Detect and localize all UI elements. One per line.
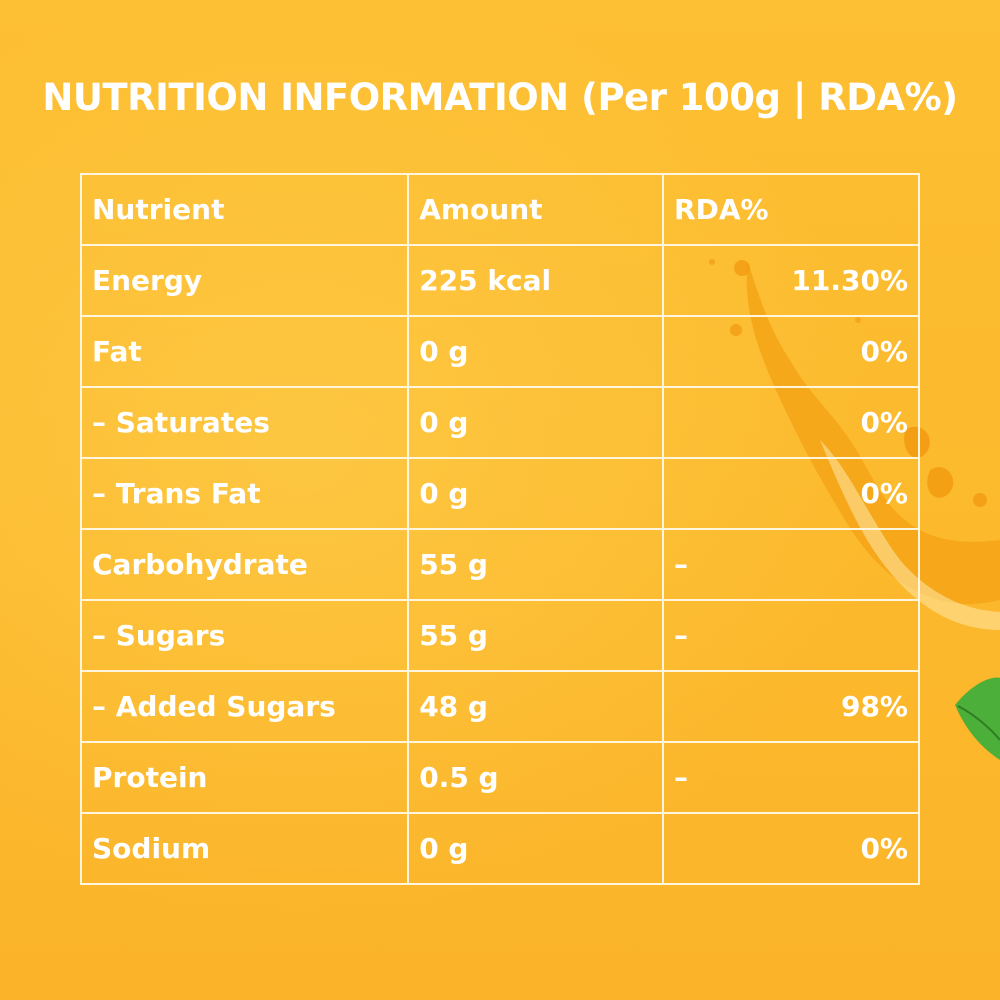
leaf-vein (957, 705, 1000, 741)
amount-cell: 55 g (407, 528, 665, 601)
table-row: Sodium 0 g 0% (79, 812, 920, 885)
page-title: NUTRITION INFORMATION (Per 100g | RDA%) (42, 76, 958, 119)
amount-cell: 0 g (407, 386, 665, 459)
nutrient-cell: Protein (79, 741, 410, 814)
header-rda: RDA% (662, 173, 920, 246)
amount-cell: 0 g (407, 457, 665, 530)
amount-cell: 225 kcal (407, 244, 665, 317)
table-row: – Saturates 0 g 0% (79, 386, 920, 459)
header-amount: Amount (407, 173, 665, 246)
table-row: – Sugars 55 g – (79, 599, 920, 672)
nutrient-cell: Sodium (79, 812, 410, 885)
nutrient-cell: – Sugars (79, 599, 410, 672)
table-row: Fat 0 g 0% (79, 315, 920, 388)
nutrient-cell: Fat (79, 315, 410, 388)
juice-splash-drop (973, 493, 987, 507)
table-row: Energy 225 kcal 11.30% (79, 244, 920, 317)
rda-cell: 0% (662, 812, 920, 885)
rda-cell: 0% (662, 457, 920, 530)
rda-cell: 0% (662, 315, 920, 388)
rda-cell: 0% (662, 386, 920, 459)
nutrient-cell: Energy (79, 244, 410, 317)
rda-cell: – (662, 741, 920, 814)
rda-cell: – (662, 528, 920, 601)
header-nutrient: Nutrient (79, 173, 410, 246)
rda-cell: 98% (662, 670, 920, 743)
nutrient-cell: – Saturates (79, 386, 410, 459)
amount-cell: 0.5 g (407, 741, 665, 814)
rda-cell: – (662, 599, 920, 672)
juice-splash-drop (927, 467, 954, 498)
nutrient-cell: Carbohydrate (79, 528, 410, 601)
table-row: – Added Sugars 48 g 98% (79, 670, 920, 743)
nutrition-table: Nutrient Amount RDA% Energy 225 kcal 11.… (79, 173, 920, 885)
nutrient-cell: – Trans Fat (79, 457, 410, 530)
table-row: Protein 0.5 g – (79, 741, 920, 814)
amount-cell: 48 g (407, 670, 665, 743)
amount-cell: 0 g (407, 315, 665, 388)
table-row: Carbohydrate 55 g – (79, 528, 920, 601)
amount-cell: 0 g (407, 812, 665, 885)
rda-cell: 11.30% (662, 244, 920, 317)
nutrient-cell: – Added Sugars (79, 670, 410, 743)
table-row: – Trans Fat 0 g 0% (79, 457, 920, 530)
table-header-row: Nutrient Amount RDA% (79, 173, 920, 246)
amount-cell: 55 g (407, 599, 665, 672)
